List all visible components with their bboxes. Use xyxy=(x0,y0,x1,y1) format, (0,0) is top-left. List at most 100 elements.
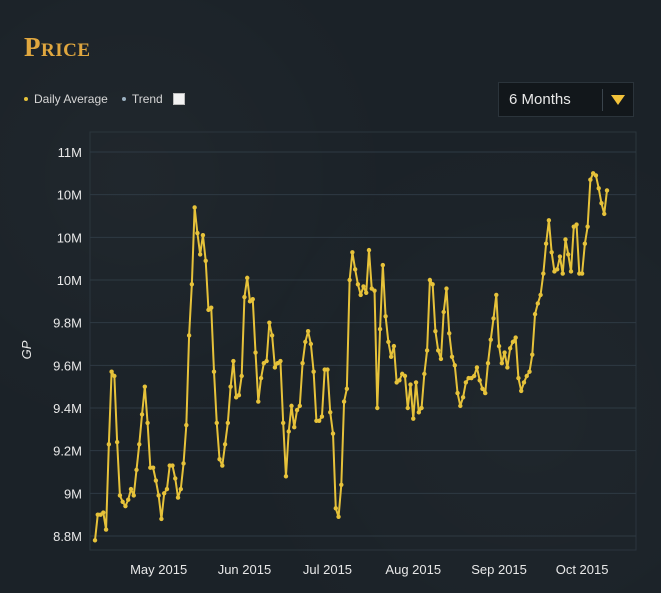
data-point[interactable] xyxy=(305,329,311,334)
data-point[interactable] xyxy=(502,350,507,355)
data-point[interactable] xyxy=(458,403,463,409)
data-point[interactable] xyxy=(361,284,366,289)
data-point[interactable] xyxy=(386,339,391,345)
data-point[interactable] xyxy=(444,286,449,291)
data-point[interactable] xyxy=(383,314,388,319)
data-point[interactable] xyxy=(195,230,200,236)
data-point[interactable] xyxy=(549,250,554,255)
data-point[interactable] xyxy=(161,491,167,496)
data-point[interactable] xyxy=(546,218,552,223)
data-point[interactable] xyxy=(447,331,452,336)
data-point[interactable] xyxy=(568,269,574,274)
data-point[interactable] xyxy=(250,297,255,302)
data-point[interactable] xyxy=(524,373,529,379)
data-point[interactable] xyxy=(480,386,485,391)
data-point[interactable] xyxy=(200,233,206,238)
data-point[interactable] xyxy=(375,405,380,411)
data-point[interactable] xyxy=(496,343,502,349)
data-point[interactable] xyxy=(217,457,222,462)
data-point[interactable] xyxy=(286,429,291,434)
data-point[interactable] xyxy=(336,514,341,519)
data-point[interactable] xyxy=(264,358,269,364)
data-point[interactable] xyxy=(120,499,125,505)
data-point[interactable] xyxy=(178,486,183,492)
data-point[interactable] xyxy=(236,393,242,398)
data-point[interactable] xyxy=(593,173,599,178)
data-point[interactable] xyxy=(538,292,543,298)
data-point[interactable] xyxy=(222,442,228,447)
data-point[interactable] xyxy=(145,420,150,426)
data-point[interactable] xyxy=(377,326,383,332)
data-point[interactable] xyxy=(416,410,422,415)
data-point[interactable] xyxy=(170,463,175,468)
data-point[interactable] xyxy=(150,465,156,470)
data-point[interactable] xyxy=(430,282,435,287)
data-point[interactable] xyxy=(411,416,416,421)
data-point[interactable] xyxy=(494,292,499,298)
data-point[interactable] xyxy=(510,339,516,345)
data-point[interactable] xyxy=(303,339,308,345)
data-point[interactable] xyxy=(380,262,386,268)
data-point[interactable] xyxy=(433,329,438,334)
data-point[interactable] xyxy=(596,186,601,191)
data-point[interactable] xyxy=(164,486,170,492)
data-point[interactable] xyxy=(267,320,272,325)
data-point[interactable] xyxy=(516,375,521,381)
data-point[interactable] xyxy=(269,333,275,338)
data-point[interactable] xyxy=(311,369,316,374)
data-point[interactable] xyxy=(258,375,264,381)
data-point[interactable] xyxy=(253,350,258,355)
data-point[interactable] xyxy=(435,348,441,353)
data-point[interactable] xyxy=(308,341,314,347)
data-point[interactable] xyxy=(272,365,278,370)
data-point[interactable] xyxy=(316,418,322,423)
data-point[interactable] xyxy=(588,177,593,182)
time-range-dropdown[interactable]: 6 Months xyxy=(498,82,634,117)
data-point[interactable] xyxy=(477,378,482,383)
data-point[interactable] xyxy=(366,247,372,253)
data-point[interactable] xyxy=(328,410,333,415)
data-point[interactable] xyxy=(532,311,538,317)
data-point[interactable] xyxy=(344,386,350,391)
data-point[interactable] xyxy=(350,250,355,255)
data-point[interactable] xyxy=(197,252,203,257)
data-point[interactable] xyxy=(339,482,344,487)
data-point[interactable] xyxy=(402,373,408,379)
data-point[interactable] xyxy=(530,352,535,357)
data-point[interactable] xyxy=(128,486,134,492)
data-point[interactable] xyxy=(391,343,397,349)
data-point[interactable] xyxy=(582,241,588,246)
data-point[interactable] xyxy=(175,495,181,500)
data-point[interactable] xyxy=(283,474,289,479)
data-point[interactable] xyxy=(413,380,419,385)
data-point[interactable] xyxy=(106,442,112,447)
data-point[interactable] xyxy=(330,431,336,436)
data-point[interactable] xyxy=(189,282,195,287)
data-point[interactable] xyxy=(483,390,488,396)
data-point[interactable] xyxy=(292,425,297,430)
data-point[interactable] xyxy=(211,369,217,374)
data-point[interactable] xyxy=(527,369,532,374)
data-point[interactable] xyxy=(139,412,145,417)
data-point[interactable] xyxy=(186,333,192,338)
data-point[interactable] xyxy=(535,301,541,306)
data-point[interactable] xyxy=(300,361,305,366)
data-point[interactable] xyxy=(505,365,510,370)
data-point[interactable] xyxy=(347,277,352,283)
data-point[interactable] xyxy=(239,373,244,379)
data-point[interactable] xyxy=(358,292,363,298)
data-point[interactable] xyxy=(156,493,161,498)
data-point[interactable] xyxy=(126,497,131,502)
legend-trend[interactable]: Trend xyxy=(131,92,163,106)
dropdown-arrow-icon[interactable] xyxy=(603,94,633,105)
data-point[interactable] xyxy=(541,271,546,276)
data-point[interactable] xyxy=(557,254,563,259)
data-point[interactable] xyxy=(245,275,250,281)
data-point[interactable] xyxy=(427,277,433,283)
data-point[interactable] xyxy=(352,267,358,272)
data-point[interactable] xyxy=(220,463,225,468)
data-point[interactable] xyxy=(405,405,410,411)
data-point[interactable] xyxy=(485,361,491,366)
data-point[interactable] xyxy=(153,478,159,483)
data-point[interactable] xyxy=(463,380,469,385)
